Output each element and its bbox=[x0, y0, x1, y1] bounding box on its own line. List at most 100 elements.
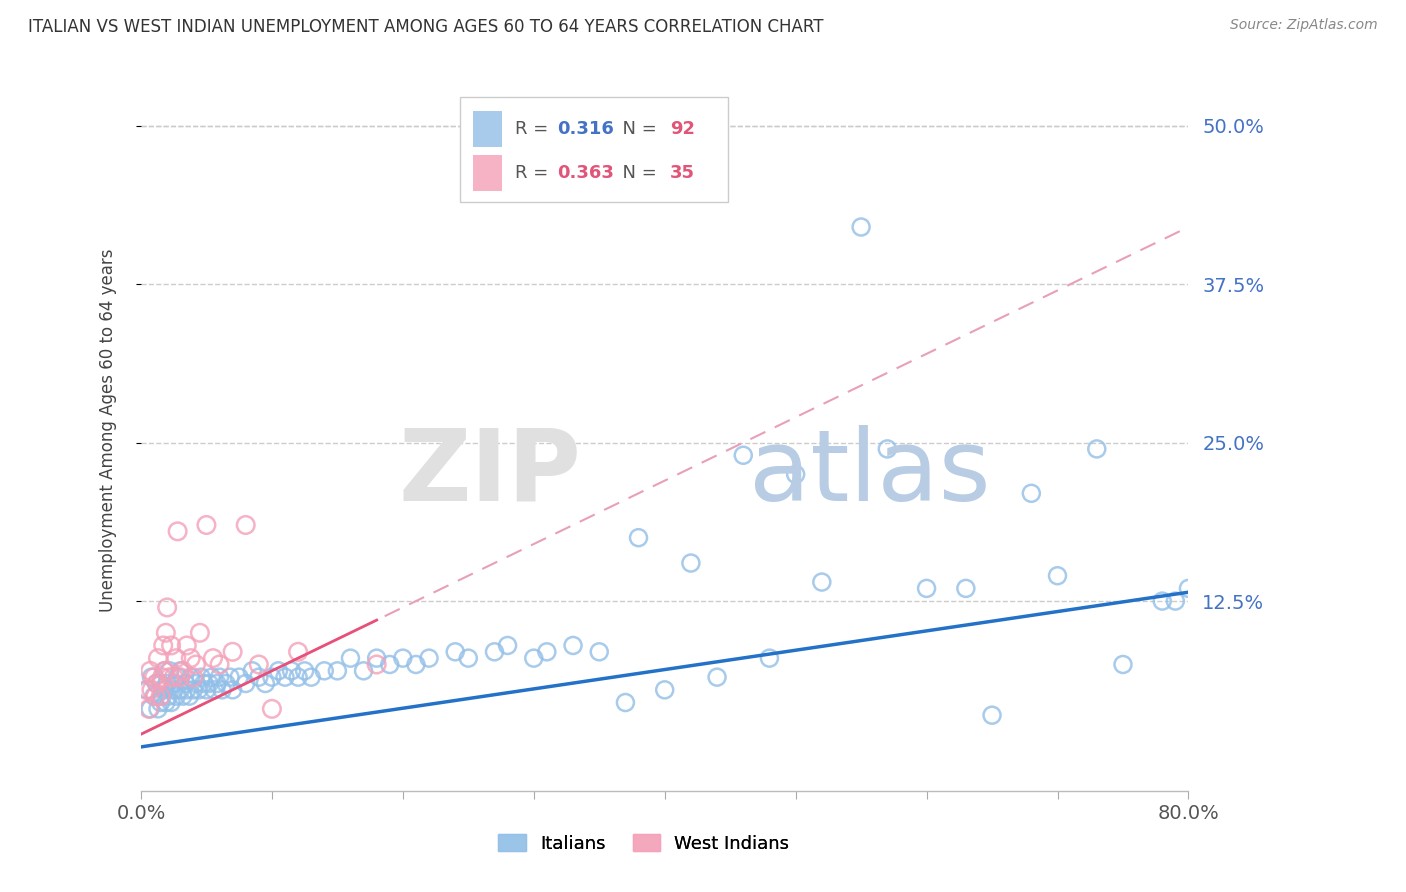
Text: 0.316: 0.316 bbox=[557, 120, 613, 138]
Text: 35: 35 bbox=[669, 164, 695, 182]
Point bbox=[484, 645, 506, 659]
Point bbox=[378, 657, 401, 672]
Point bbox=[138, 702, 160, 716]
Text: R =: R = bbox=[515, 164, 554, 182]
Point bbox=[163, 676, 186, 690]
Point bbox=[706, 670, 728, 684]
Point bbox=[287, 670, 309, 684]
Text: 0.363: 0.363 bbox=[557, 164, 613, 182]
Point bbox=[201, 651, 224, 665]
Point bbox=[139, 702, 162, 716]
Point bbox=[156, 600, 179, 615]
Point bbox=[202, 682, 225, 697]
Point bbox=[155, 696, 177, 710]
Point bbox=[163, 682, 186, 697]
Point bbox=[176, 639, 198, 653]
FancyBboxPatch shape bbox=[472, 111, 502, 147]
FancyBboxPatch shape bbox=[472, 155, 502, 191]
Point bbox=[150, 670, 173, 684]
Point bbox=[733, 448, 755, 462]
Point bbox=[149, 676, 172, 690]
Point bbox=[184, 676, 207, 690]
Point bbox=[588, 645, 610, 659]
Point bbox=[183, 670, 205, 684]
Point bbox=[758, 651, 780, 665]
Point bbox=[228, 670, 250, 684]
Point bbox=[179, 689, 201, 703]
Point bbox=[176, 682, 198, 697]
Text: N =: N = bbox=[612, 164, 662, 182]
Point bbox=[260, 702, 283, 716]
Point bbox=[299, 670, 322, 684]
Point bbox=[287, 645, 309, 659]
Point bbox=[562, 639, 585, 653]
Point bbox=[193, 676, 215, 690]
Point bbox=[274, 670, 297, 684]
Point bbox=[153, 664, 176, 678]
Point bbox=[247, 657, 270, 672]
Point bbox=[183, 682, 205, 697]
Point bbox=[136, 682, 159, 697]
Point bbox=[260, 670, 283, 684]
Point bbox=[314, 664, 336, 678]
Point bbox=[496, 639, 519, 653]
Text: 92: 92 bbox=[669, 120, 695, 138]
Y-axis label: Unemployment Among Ages 60 to 64 years: Unemployment Among Ages 60 to 64 years bbox=[100, 248, 117, 612]
Point bbox=[141, 682, 163, 697]
Point bbox=[221, 682, 243, 697]
Point bbox=[153, 682, 176, 697]
Point bbox=[1021, 486, 1043, 500]
Point bbox=[240, 664, 263, 678]
Point bbox=[405, 657, 427, 672]
Point bbox=[536, 645, 558, 659]
Point bbox=[166, 524, 188, 539]
Point bbox=[366, 651, 388, 665]
Point bbox=[654, 682, 676, 697]
Point bbox=[208, 657, 231, 672]
Point bbox=[146, 651, 169, 665]
Point bbox=[153, 664, 176, 678]
Point bbox=[785, 467, 807, 482]
Point bbox=[221, 645, 243, 659]
Legend: Italians, West Indians: Italians, West Indians bbox=[489, 825, 799, 862]
Point bbox=[1085, 442, 1108, 456]
Point bbox=[145, 689, 167, 703]
Point bbox=[219, 670, 242, 684]
Point bbox=[149, 689, 172, 703]
Point bbox=[235, 518, 257, 533]
Point bbox=[172, 664, 194, 678]
Point bbox=[180, 670, 202, 684]
Point bbox=[955, 582, 977, 596]
Point bbox=[141, 670, 163, 684]
Point bbox=[169, 664, 191, 678]
Point bbox=[444, 645, 467, 659]
Point bbox=[156, 676, 179, 690]
Point bbox=[190, 670, 212, 684]
Point bbox=[163, 670, 186, 684]
Text: Source: ZipAtlas.com: Source: ZipAtlas.com bbox=[1230, 18, 1378, 32]
Point bbox=[392, 651, 415, 665]
Point bbox=[614, 696, 637, 710]
Point bbox=[174, 676, 197, 690]
Point bbox=[188, 625, 211, 640]
Point bbox=[326, 664, 349, 678]
Point bbox=[169, 670, 191, 684]
Point bbox=[247, 670, 270, 684]
Point bbox=[1164, 594, 1187, 608]
Point bbox=[195, 518, 218, 533]
Point bbox=[627, 531, 650, 545]
Point bbox=[254, 676, 277, 690]
Text: ITALIAN VS WEST INDIAN UNEMPLOYMENT AMONG AGES 60 TO 64 YEARS CORRELATION CHART: ITALIAN VS WEST INDIAN UNEMPLOYMENT AMON… bbox=[28, 18, 824, 36]
FancyBboxPatch shape bbox=[460, 97, 727, 202]
Point bbox=[145, 676, 167, 690]
Point bbox=[201, 670, 224, 684]
Point bbox=[184, 657, 207, 672]
Point bbox=[418, 651, 440, 665]
Point bbox=[143, 689, 166, 703]
Point bbox=[811, 575, 834, 590]
Point bbox=[679, 556, 702, 570]
Point bbox=[876, 442, 898, 456]
Point bbox=[159, 664, 181, 678]
Point bbox=[198, 676, 221, 690]
Point bbox=[235, 676, 257, 690]
